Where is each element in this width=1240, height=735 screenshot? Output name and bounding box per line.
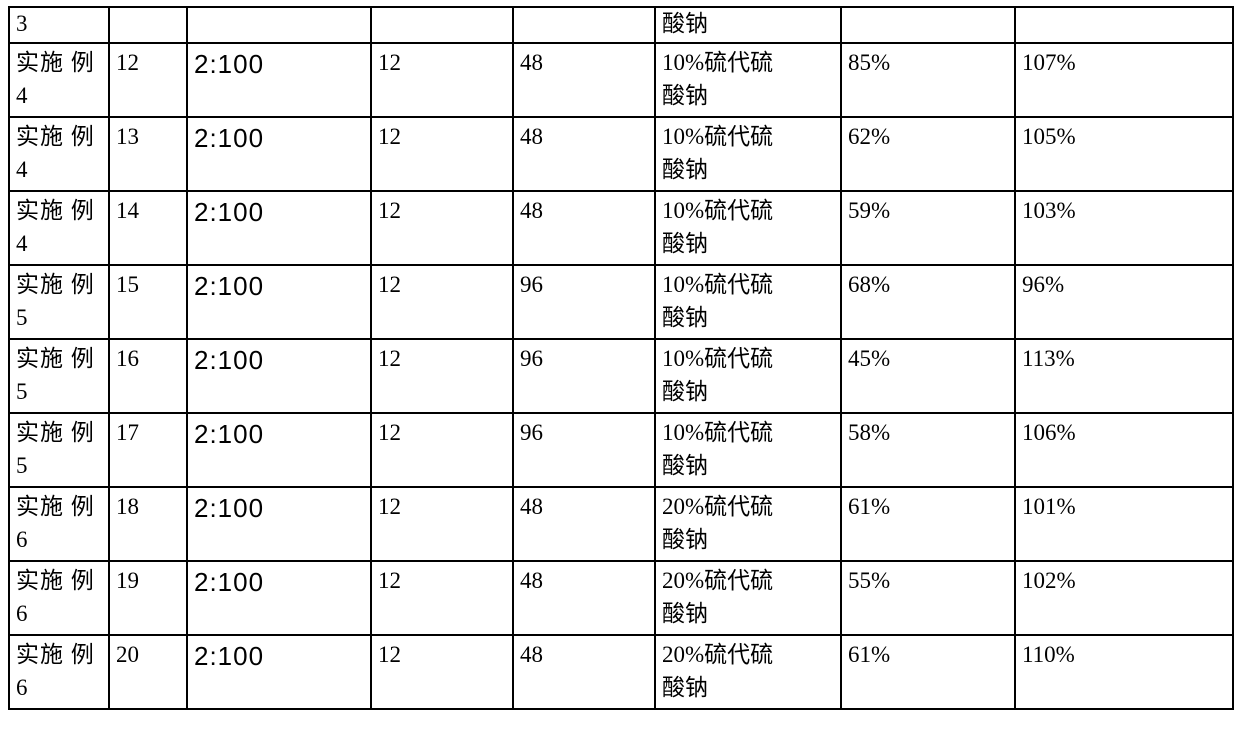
cell-b: 48 <box>513 117 655 191</box>
cell-b: 96 <box>513 339 655 413</box>
table-row: 实施 例4 13 2:100 12 48 10%硫代硫酸钠 62% 105% <box>9 117 1233 191</box>
cell-n: 14 <box>109 191 187 265</box>
cell-example: 实施 例6 <box>9 635 109 709</box>
cell-p1: 45% <box>841 339 1015 413</box>
cell-ratio: 2:100 <box>187 191 371 265</box>
cell-a: 12 <box>371 635 513 709</box>
cell-p1: 55% <box>841 561 1015 635</box>
cell-p1: 62% <box>841 117 1015 191</box>
cell-ratio: 2:100 <box>187 265 371 339</box>
cell-example: 实施 例5 <box>9 413 109 487</box>
table-row: 实施 例4 12 2:100 12 48 10%硫代硫酸钠 85% 107% <box>9 43 1233 117</box>
table-row: 实施 例6 20 2:100 12 48 20%硫代硫酸钠 61% 110% <box>9 635 1233 709</box>
cell-p2: 106% <box>1015 413 1233 487</box>
cell-p2: 96% <box>1015 265 1233 339</box>
cell-example: 实施 例6 <box>9 561 109 635</box>
cell-p2: 101% <box>1015 487 1233 561</box>
cell-reagent: 10%硫代硫酸钠 <box>655 413 841 487</box>
cell-b: 48 <box>513 487 655 561</box>
cell-a: 12 <box>371 413 513 487</box>
cell-n: 17 <box>109 413 187 487</box>
cell-p2 <box>1015 7 1233 43</box>
cell-ratio <box>187 7 371 43</box>
cell-p1: 61% <box>841 487 1015 561</box>
cell-p1: 68% <box>841 265 1015 339</box>
table-row: 3 酸钠 <box>9 7 1233 43</box>
cell-example: 实施 例4 <box>9 117 109 191</box>
cell-p2: 113% <box>1015 339 1233 413</box>
cell-n: 19 <box>109 561 187 635</box>
cell-reagent: 10%硫代硫酸钠 <box>655 339 841 413</box>
cell-n: 20 <box>109 635 187 709</box>
cell-example: 实施 例4 <box>9 191 109 265</box>
cell-a <box>371 7 513 43</box>
table-row: 实施 例5 17 2:100 12 96 10%硫代硫酸钠 58% 106% <box>9 413 1233 487</box>
cell-reagent: 20%硫代硫酸钠 <box>655 561 841 635</box>
table-container: 3 酸钠 实施 例4 12 2:100 12 48 10%硫代硫酸钠 85% 1… <box>0 0 1240 716</box>
cell-b: 96 <box>513 413 655 487</box>
cell-b: 48 <box>513 191 655 265</box>
cell-a: 12 <box>371 43 513 117</box>
cell-a: 12 <box>371 117 513 191</box>
table-row: 实施 例6 18 2:100 12 48 20%硫代硫酸钠 61% 101% <box>9 487 1233 561</box>
cell-p2: 103% <box>1015 191 1233 265</box>
table-row: 实施 例4 14 2:100 12 48 10%硫代硫酸钠 59% 103% <box>9 191 1233 265</box>
cell-n <box>109 7 187 43</box>
cell-ratio: 2:100 <box>187 43 371 117</box>
cell-a: 12 <box>371 487 513 561</box>
cell-p1: 61% <box>841 635 1015 709</box>
cell-example: 实施 例5 <box>9 265 109 339</box>
cell-b: 48 <box>513 43 655 117</box>
cell-example: 实施 例6 <box>9 487 109 561</box>
cell-reagent: 10%硫代硫酸钠 <box>655 43 841 117</box>
table-row: 实施 例5 15 2:100 12 96 10%硫代硫酸钠 68% 96% <box>9 265 1233 339</box>
cell-ratio: 2:100 <box>187 413 371 487</box>
cell-p1: 58% <box>841 413 1015 487</box>
cell-p2: 110% <box>1015 635 1233 709</box>
cell-ratio: 2:100 <box>187 487 371 561</box>
cell-a: 12 <box>371 339 513 413</box>
cell-a: 12 <box>371 191 513 265</box>
data-table: 3 酸钠 实施 例4 12 2:100 12 48 10%硫代硫酸钠 85% 1… <box>8 6 1234 710</box>
cell-n: 18 <box>109 487 187 561</box>
cell-reagent: 20%硫代硫酸钠 <box>655 635 841 709</box>
cell-ratio: 2:100 <box>187 339 371 413</box>
cell-example: 实施 例5 <box>9 339 109 413</box>
cell-p1 <box>841 7 1015 43</box>
cell-a: 12 <box>371 561 513 635</box>
cell-reagent: 10%硫代硫酸钠 <box>655 117 841 191</box>
cell-b <box>513 7 655 43</box>
cell-p2: 102% <box>1015 561 1233 635</box>
cell-n: 12 <box>109 43 187 117</box>
cell-reagent: 20%硫代硫酸钠 <box>655 487 841 561</box>
cell-n: 13 <box>109 117 187 191</box>
table-row: 实施 例6 19 2:100 12 48 20%硫代硫酸钠 55% 102% <box>9 561 1233 635</box>
cell-a: 12 <box>371 265 513 339</box>
cell-reagent: 酸钠 <box>655 7 841 43</box>
cell-p2: 107% <box>1015 43 1233 117</box>
cell-example: 3 <box>9 7 109 43</box>
cell-reagent: 10%硫代硫酸钠 <box>655 191 841 265</box>
table-row: 实施 例5 16 2:100 12 96 10%硫代硫酸钠 45% 113% <box>9 339 1233 413</box>
cell-ratio: 2:100 <box>187 635 371 709</box>
cell-ratio: 2:100 <box>187 117 371 191</box>
cell-p1: 59% <box>841 191 1015 265</box>
cell-b: 48 <box>513 635 655 709</box>
cell-ratio: 2:100 <box>187 561 371 635</box>
cell-example: 实施 例4 <box>9 43 109 117</box>
cell-p1: 85% <box>841 43 1015 117</box>
cell-n: 15 <box>109 265 187 339</box>
cell-n: 16 <box>109 339 187 413</box>
cell-b: 96 <box>513 265 655 339</box>
cell-b: 48 <box>513 561 655 635</box>
cell-p2: 105% <box>1015 117 1233 191</box>
cell-reagent: 10%硫代硫酸钠 <box>655 265 841 339</box>
